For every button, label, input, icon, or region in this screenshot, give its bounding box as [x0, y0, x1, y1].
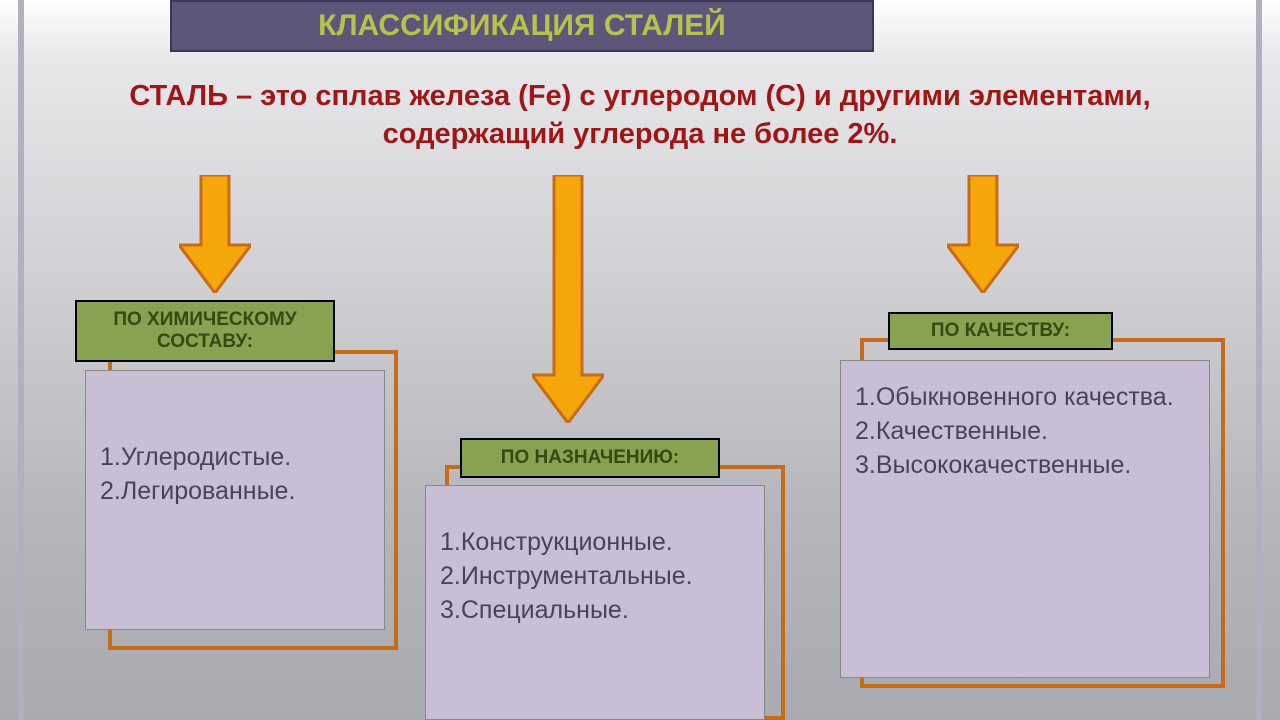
title-bar: КЛАССИФИКАЦИЯ СТАЛЕЙ: [170, 0, 874, 52]
list-item: 2.Инструментальные.: [440, 560, 752, 594]
category-label: ПО ХИМИЧЕСКОМУ СОСТАВУ:: [75, 300, 335, 362]
list-item: 3.Специальные.: [440, 594, 752, 628]
down-arrow-icon: [532, 175, 604, 423]
category-label: ПО НАЗНАЧЕНИЮ:: [460, 438, 720, 478]
list-item: 3.Высококачественные.: [855, 449, 1197, 483]
category-content-box: 1.Обыкновенного качества.2.Качественные.…: [840, 360, 1210, 678]
list-item: 1.Конструкционные.: [440, 526, 752, 560]
category-content-box: 1.Конструкционные.2.Инструментальные.3.С…: [425, 485, 765, 720]
title-text: КЛАССИФИКАЦИЯ СТАЛЕЙ: [318, 9, 726, 43]
down-arrow-icon: [947, 175, 1019, 293]
list-item: 2.Легированные.: [100, 475, 372, 509]
category-label: ПО КАЧЕСТВУ:: [888, 312, 1113, 350]
list-item: 1.Углеродистые.: [100, 441, 372, 475]
definition-text: СТАЛЬ – это сплав железа (Fe) с углеродо…: [60, 78, 1220, 153]
slide-canvas: КЛАССИФИКАЦИЯ СТАЛЕЙ СТАЛЬ – это сплав ж…: [0, 0, 1280, 720]
list-item: 2.Качественные.: [855, 415, 1197, 449]
down-arrow-icon: [179, 175, 251, 293]
category-content-box: 1.Углеродистые.2.Легированные.: [85, 370, 385, 630]
list-item: 1.Обыкновенного качества.: [855, 381, 1197, 415]
